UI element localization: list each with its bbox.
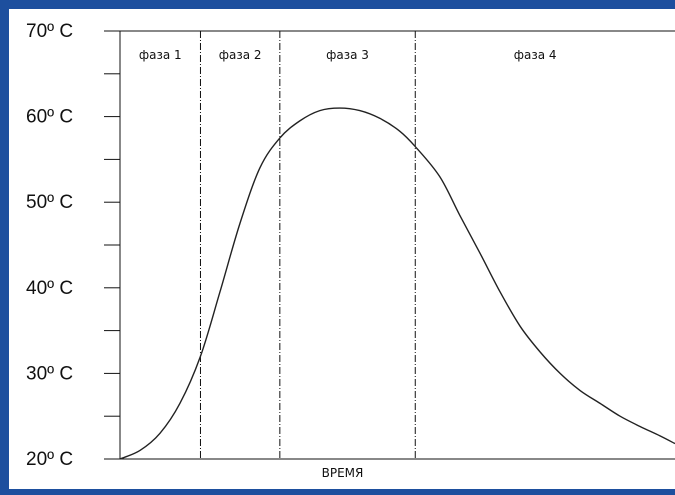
series-group (119, 107, 675, 460)
phase-label: фаза 1 (139, 48, 182, 62)
y-tick-label: 20º C (26, 449, 73, 470)
labels-group: 70º C 60º C 50º C 40º C 30º C 20º C фаза 1 фаза… (26, 21, 557, 480)
y-tick-label: 30º C (26, 363, 73, 384)
y-tick-label: 60º C (26, 107, 73, 128)
y-tick-label: 70º C (26, 21, 73, 42)
phase-label: фаза 4 (514, 48, 557, 62)
temperature-curve-line (119, 107, 675, 460)
axes-group (104, 30, 675, 460)
y-tick-label: 40º C (26, 278, 73, 299)
phase-label: фаза 3 (326, 48, 369, 62)
x-axis-label: ВРЕМЯ (322, 466, 364, 480)
y-tick-label: 50º C (26, 192, 73, 213)
phase-label: фаза 2 (219, 48, 262, 62)
